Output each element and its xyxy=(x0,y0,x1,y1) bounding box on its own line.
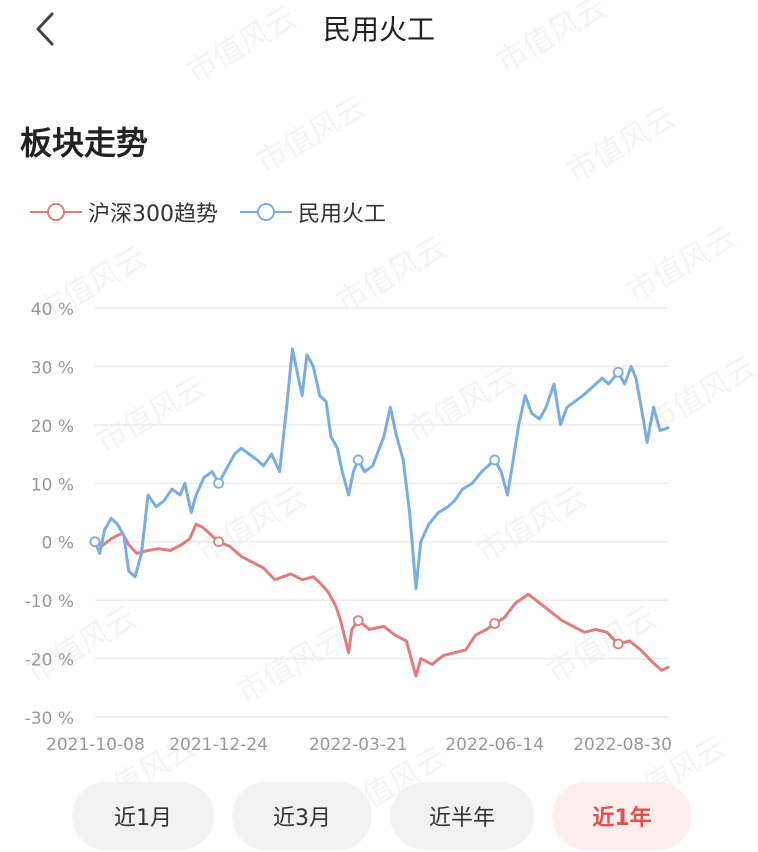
legend-marker-icon xyxy=(240,203,292,221)
point-marker-sector xyxy=(89,536,101,548)
point-marker-csi300 xyxy=(213,536,224,548)
chart-series xyxy=(89,347,670,678)
watermark-text: 市值风云 xyxy=(247,83,373,181)
y-tick-label: -30 % xyxy=(25,709,74,729)
point-marker-csi300 xyxy=(352,615,364,626)
point-marker-sector xyxy=(213,477,224,489)
y-tick-label: 10 % xyxy=(31,475,74,495)
point-marker-sector xyxy=(489,454,501,466)
x-tick-label: 2021-10-08 xyxy=(46,735,145,755)
x-tick-label: 2021-12-24 xyxy=(169,735,268,755)
chart-grid xyxy=(95,307,668,718)
trend-chart: 40 % 30 % 20 % 10 % 0 % -10 % -20 % -30 % 2021-1… xyxy=(25,300,672,755)
top-bar: 民用火工 xyxy=(0,0,758,60)
legend-label: 民用火工 xyxy=(298,202,387,227)
point-marker-sector xyxy=(612,366,624,378)
tab-1-year[interactable]: 近1年 xyxy=(552,782,692,850)
legend-label: 沪深300趋势 xyxy=(88,202,218,227)
legend-marker-icon xyxy=(30,203,82,221)
back-button[interactable] xyxy=(22,4,72,54)
x-tick-label: 2022-08-30 xyxy=(573,735,672,755)
y-tick-label: 30 % xyxy=(31,358,74,378)
chart-legend: 沪深300趋势 民用火工 xyxy=(30,194,408,230)
tab-half-year[interactable]: 近半年 xyxy=(390,782,534,850)
y-tick-label: 20 % xyxy=(31,417,74,437)
tab-1-month[interactable]: 近1月 xyxy=(72,782,214,850)
chevron-left-icon xyxy=(36,12,54,46)
y-tick-label: 40 % xyxy=(31,300,74,320)
point-marker-csi300 xyxy=(489,618,501,629)
range-tabs: 近1月 近3月 近半年 近1年 xyxy=(0,782,758,852)
x-tick-label: 2022-06-14 xyxy=(445,735,544,755)
chart-axes: 40 % 30 % 20 % 10 % 0 % -10 % -20 % -30 % 2021-1… xyxy=(25,300,672,755)
y-tick-label: -10 % xyxy=(25,592,74,612)
y-tick-label: -20 % xyxy=(25,651,74,671)
page-title: 民用火工 xyxy=(322,13,435,46)
legend-item-sector[interactable]: 民用火工 xyxy=(240,196,386,228)
tab-3-months[interactable]: 近3月 xyxy=(232,782,372,850)
point-marker-csi300 xyxy=(612,638,624,650)
series-line-sector xyxy=(93,347,670,590)
x-tick-label: 2022-03-21 xyxy=(309,735,408,755)
watermark-text: 市值风云 xyxy=(557,93,683,191)
legend-item-csi300[interactable]: 沪深300趋势 xyxy=(30,196,218,228)
point-marker-sector xyxy=(352,454,364,466)
section-title: 板块走势 xyxy=(20,124,149,162)
y-tick-label: 0 % xyxy=(42,534,74,554)
